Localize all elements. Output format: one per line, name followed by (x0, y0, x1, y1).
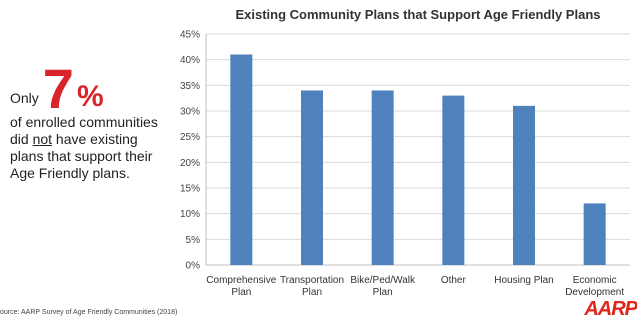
stat-number: 7 (42, 57, 74, 120)
y-tick-label: 0% (186, 261, 201, 272)
x-tick-label: Development (565, 287, 624, 298)
stat-line-3: plans that support their (10, 148, 153, 164)
stat-description: of enrolled communities did not have exi… (10, 114, 160, 182)
stat-line-2-post: have existing (52, 131, 138, 147)
y-tick-label: 30% (180, 107, 200, 118)
x-tick-label: Other (441, 275, 467, 286)
bar (301, 90, 323, 265)
bar (230, 54, 253, 266)
stat-headline: Only 7 % (10, 57, 160, 120)
y-tick-label: 40% (180, 55, 200, 66)
x-tick-label: Transportation (280, 275, 344, 286)
bar (442, 95, 465, 265)
bar (513, 105, 535, 265)
bar (371, 90, 394, 265)
x-tick-label: Plan (302, 287, 322, 298)
chart-title: Existing Community Plans that Support Ag… (235, 7, 600, 22)
stat-line-2-pre: did (10, 131, 33, 147)
bar (583, 203, 606, 265)
y-tick-label: 35% (180, 81, 200, 92)
x-tick-label: Housing Plan (494, 275, 553, 286)
y-tick-label: 20% (180, 158, 200, 169)
x-tick-label: Economic (573, 275, 617, 286)
x-tick-label: Bike/Ped/Walk (350, 275, 416, 286)
stat-line-1: of enrolled communities (10, 114, 158, 130)
y-tick-label: 15% (180, 184, 200, 195)
source-note: ource: AARP Survey of Age Friendly Commu… (0, 309, 178, 316)
stat-callout: Only 7 % of enrolled communities did not… (10, 57, 160, 182)
stat-only-label: Only (10, 90, 39, 106)
x-tick-label: Plan (373, 287, 393, 298)
stat-line-2: did not have existing (10, 131, 160, 148)
stat-percent-sign: % (76, 80, 104, 113)
stat-line-4: Age Friendly plans. (10, 165, 130, 181)
y-tick-label: 5% (186, 235, 201, 246)
aarp-logo: AARP (584, 298, 637, 320)
x-tick-label: Comprehensive (206, 275, 276, 286)
y-tick-label: 25% (180, 132, 200, 143)
stat-line-2-emphasis: not (32, 131, 53, 147)
y-tick-label: 45% (180, 30, 200, 41)
y-tick-label: 10% (180, 209, 200, 220)
x-tick-label: Plan (231, 287, 251, 298)
